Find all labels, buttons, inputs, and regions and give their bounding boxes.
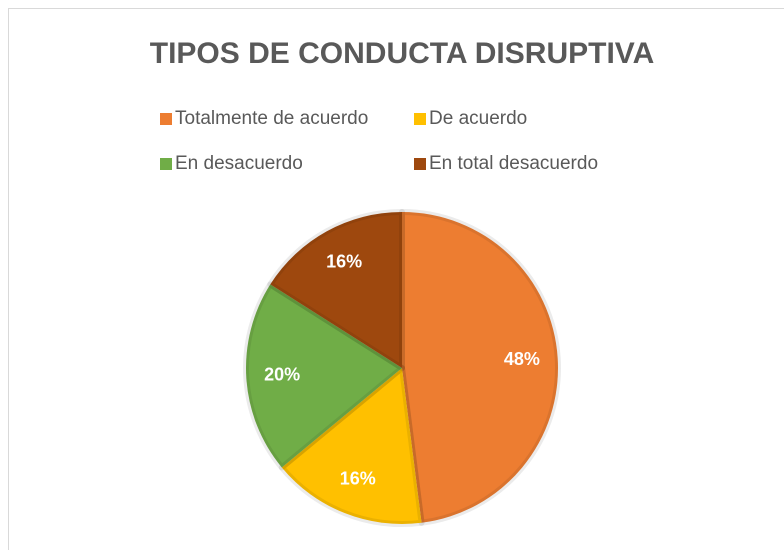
slice-label: 16% xyxy=(326,251,362,271)
pie-slice xyxy=(243,281,405,471)
legend-swatch xyxy=(414,113,426,125)
legend-label: En total desacuerdo xyxy=(429,153,598,174)
pie-slice xyxy=(267,209,405,371)
pie-slice xyxy=(399,209,561,526)
slice-label: 16% xyxy=(340,468,376,488)
legend-label: En desacuerdo xyxy=(175,153,303,174)
legend-swatch xyxy=(414,158,426,170)
pie-slice xyxy=(278,365,425,527)
legend-swatch xyxy=(160,158,172,170)
legend-swatch xyxy=(160,113,172,125)
legend-label: Totalmente de acuerdo xyxy=(175,108,368,129)
slice-label: 48% xyxy=(504,349,540,369)
legend-label: De acuerdo xyxy=(429,108,527,129)
chart-title: TIPOS DE CONDUCTA DISRUPTIVA xyxy=(150,37,654,70)
slice-label: 20% xyxy=(264,364,300,384)
